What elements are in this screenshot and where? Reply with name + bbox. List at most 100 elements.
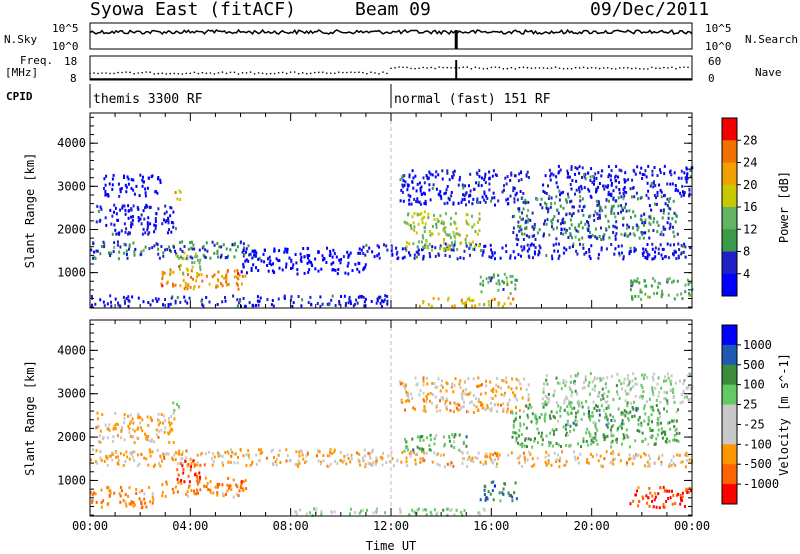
echo-cell <box>557 249 559 253</box>
echo-cell <box>547 397 550 400</box>
echo-cell <box>533 225 536 229</box>
echo-cell <box>612 450 615 454</box>
echo-cell <box>683 171 686 175</box>
echo-cell <box>667 200 670 204</box>
echo-cell <box>584 172 587 176</box>
echo-cell <box>565 444 567 447</box>
echo-cell <box>671 182 674 186</box>
echo-cell <box>121 206 124 210</box>
echo-cell <box>622 217 625 221</box>
echo-cell <box>481 253 484 257</box>
echo-cell <box>446 507 448 511</box>
echo-cell <box>420 212 423 216</box>
echo-cell <box>132 450 135 454</box>
freq-point <box>438 66 440 68</box>
colorbar-tick-label: 24 <box>743 156 757 170</box>
echo-cell <box>634 248 637 252</box>
echo-cell <box>425 174 428 177</box>
echo-cell <box>384 511 387 515</box>
echo-cell <box>320 512 323 516</box>
freq-point <box>474 66 477 68</box>
echo-cell <box>406 445 409 449</box>
echo-cell <box>488 276 491 280</box>
echo-cell <box>165 210 168 214</box>
echo-cell <box>436 404 439 408</box>
echo-cell <box>411 169 414 173</box>
echo-cell <box>422 247 425 251</box>
echo-cell <box>654 250 656 254</box>
echo-cell <box>331 268 334 272</box>
echo-cell <box>499 256 502 260</box>
echo-cell <box>409 454 412 458</box>
echo-cell <box>519 190 522 193</box>
echo-cell <box>635 406 638 410</box>
echo-cell <box>225 273 228 277</box>
echo-cell <box>596 212 599 216</box>
echo-cell <box>612 458 614 462</box>
freq-point <box>97 72 99 75</box>
echo-cell <box>536 456 539 460</box>
echo-cell <box>330 298 333 302</box>
echo-cell <box>517 224 520 228</box>
echo-cell <box>618 188 621 191</box>
echo-cell <box>220 245 223 249</box>
echo-cell <box>472 394 475 397</box>
echo-cell <box>361 456 364 460</box>
echo-cell <box>648 204 651 208</box>
echo-cell <box>611 205 614 208</box>
echo-cell <box>396 458 399 462</box>
echo-cell <box>646 254 649 258</box>
echo-cell <box>196 482 199 486</box>
echo-cell <box>437 452 439 456</box>
echo-cell <box>236 304 239 308</box>
echo-cell <box>485 452 488 456</box>
echo-cell <box>624 232 627 236</box>
echo-cell <box>559 414 562 418</box>
echo-cell <box>602 433 605 437</box>
echo-cell <box>132 435 135 439</box>
echo-cell <box>184 285 187 289</box>
echo-cell <box>533 463 536 467</box>
echo-cell <box>674 381 677 385</box>
echo-cell <box>144 501 147 505</box>
echo-cell <box>422 397 425 401</box>
echo-cell <box>225 283 228 287</box>
echo-cell <box>428 170 431 174</box>
echo-cell <box>512 425 515 429</box>
echo-cell <box>247 449 250 453</box>
echo-cell <box>170 427 173 431</box>
echo-cell <box>124 243 127 247</box>
echo-cell <box>112 250 115 254</box>
echo-cell <box>451 304 454 308</box>
echo-cell <box>614 237 617 241</box>
echo-cell <box>102 436 105 440</box>
freq-point <box>334 72 336 75</box>
echo-cell <box>207 488 210 491</box>
echo-cell <box>235 483 238 487</box>
freq-point <box>382 71 384 73</box>
echo-cell <box>564 427 567 431</box>
echo-cell <box>138 497 141 501</box>
echo-cell <box>224 296 226 299</box>
echo-cell <box>626 223 629 227</box>
echo-cell <box>189 468 192 472</box>
echo-cell <box>663 397 666 400</box>
echo-cell <box>408 251 410 255</box>
echo-cell <box>136 436 139 440</box>
echo-cell <box>512 186 515 190</box>
echo-cell <box>626 401 629 405</box>
echo-cell <box>485 497 487 501</box>
y-tick-label: 4000 <box>57 136 86 150</box>
echo-cell <box>524 221 527 225</box>
echo-cell <box>159 421 162 425</box>
echo-cell <box>477 376 480 380</box>
echo-cell <box>445 188 448 192</box>
echo-cell <box>260 448 262 452</box>
echo-cell <box>441 177 444 181</box>
echo-cell <box>490 256 493 260</box>
echo-cell <box>630 279 633 283</box>
echo-cell <box>630 282 633 286</box>
echo-cell <box>569 380 572 384</box>
echo-cell <box>288 256 291 260</box>
echo-cell <box>538 244 541 248</box>
